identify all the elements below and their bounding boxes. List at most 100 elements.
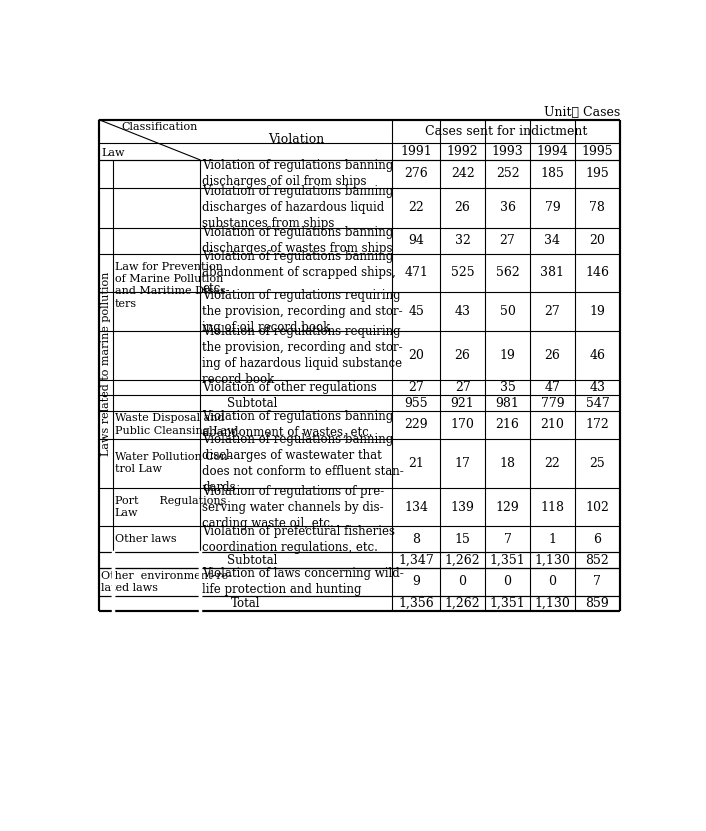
Text: 134: 134 — [404, 500, 428, 514]
Text: 859: 859 — [585, 597, 609, 610]
Text: 955: 955 — [405, 396, 428, 410]
Text: 562: 562 — [496, 267, 520, 279]
Text: Port      Regulations
Law: Port Regulations Law — [114, 496, 226, 519]
Text: 1992: 1992 — [447, 145, 479, 158]
Text: Waste Disposal and
Public Cleansing Law: Waste Disposal and Public Cleansing Law — [114, 414, 237, 436]
Text: Violation of other regulations: Violation of other regulations — [202, 381, 377, 394]
Text: Violation of laws concerning wild-
life protection and hunting: Violation of laws concerning wild- life … — [202, 568, 404, 596]
Text: 1,262: 1,262 — [445, 597, 480, 610]
Text: Other laws: Other laws — [114, 534, 176, 544]
Text: 47: 47 — [544, 381, 561, 394]
Text: 15: 15 — [455, 533, 470, 546]
Text: 1,262: 1,262 — [445, 553, 480, 567]
Text: 94: 94 — [408, 234, 424, 247]
Text: 547: 547 — [585, 396, 609, 410]
Text: 1994: 1994 — [537, 145, 568, 158]
Text: 210: 210 — [541, 418, 564, 431]
Text: 170: 170 — [450, 418, 474, 431]
Text: 45: 45 — [408, 305, 424, 318]
Text: 1,356: 1,356 — [398, 597, 434, 610]
Text: 1,347: 1,347 — [398, 553, 434, 567]
Text: Total: Total — [231, 597, 261, 610]
Text: Violation of prefectural fisheries
coordination regulations, etc.: Violation of prefectural fisheries coord… — [202, 525, 395, 554]
Text: 0: 0 — [503, 575, 512, 588]
Text: 26: 26 — [455, 349, 470, 361]
Text: 78: 78 — [590, 201, 605, 214]
Text: 7: 7 — [594, 575, 602, 588]
Text: 525: 525 — [450, 267, 474, 279]
Text: Laws related to marine pollution: Laws related to marine pollution — [101, 272, 111, 456]
Text: 43: 43 — [590, 381, 606, 394]
Text: 229: 229 — [405, 418, 428, 431]
Text: 43: 43 — [455, 305, 471, 318]
Text: 1,351: 1,351 — [490, 597, 525, 610]
Text: 185: 185 — [541, 167, 564, 180]
Text: 1993: 1993 — [491, 145, 523, 158]
Text: 852: 852 — [585, 553, 609, 567]
Text: 22: 22 — [408, 201, 424, 214]
Text: 17: 17 — [455, 457, 470, 470]
Text: 8: 8 — [412, 533, 420, 546]
Text: 1991: 1991 — [400, 145, 432, 158]
Text: 27: 27 — [408, 381, 424, 394]
Text: Violation of regulations banning
discharges of wastewater that
does not conform : Violation of regulations banning dischar… — [202, 433, 404, 494]
Text: Violation: Violation — [268, 133, 324, 146]
Text: Subtotal: Subtotal — [227, 553, 277, 567]
Text: 46: 46 — [590, 349, 606, 361]
Text: 172: 172 — [585, 418, 609, 431]
Text: 779: 779 — [541, 396, 564, 410]
Text: 0: 0 — [549, 575, 556, 588]
Text: 118: 118 — [541, 500, 565, 514]
Text: 195: 195 — [585, 167, 609, 180]
Text: 19: 19 — [590, 305, 605, 318]
Text: Water Pollution Con-
trol Law: Water Pollution Con- trol Law — [114, 452, 231, 475]
Text: 276: 276 — [405, 167, 428, 180]
Text: 20: 20 — [590, 234, 605, 247]
Text: 35: 35 — [500, 381, 515, 394]
Text: 146: 146 — [585, 267, 609, 279]
Text: 34: 34 — [544, 234, 561, 247]
Text: 20: 20 — [408, 349, 424, 361]
Text: 471: 471 — [404, 267, 428, 279]
Text: 6: 6 — [594, 533, 602, 546]
Text: 9: 9 — [412, 575, 420, 588]
Text: Law: Law — [102, 148, 125, 158]
Text: Violation of regulations requiring
the provision, recording and stor-
ing of haz: Violation of regulations requiring the p… — [202, 325, 403, 386]
Text: Law for Prevention
of Marine Pollution
and Maritime Disas-
ters: Law for Prevention of Marine Pollution a… — [114, 262, 229, 309]
Text: Violation of regulations banning
discharges of wastes from ships: Violation of regulations banning dischar… — [202, 226, 393, 255]
Text: 36: 36 — [500, 201, 515, 214]
Text: 50: 50 — [500, 305, 515, 318]
Text: 129: 129 — [496, 500, 520, 514]
Text: 921: 921 — [450, 396, 474, 410]
Text: 27: 27 — [544, 305, 561, 318]
Text: Violation of regulations requiring
the provision, recording and stor-
ing of oil: Violation of regulations requiring the p… — [202, 289, 403, 334]
Text: 1,130: 1,130 — [534, 553, 570, 567]
Text: 25: 25 — [590, 457, 605, 470]
Text: Other  environment-re-
lated laws: Other environment-re- lated laws — [102, 571, 232, 593]
Text: Violation of regulations banning
discharges of hazardous liquid
substances from : Violation of regulations banning dischar… — [202, 185, 393, 230]
Text: Cases sent for indictment: Cases sent for indictment — [425, 125, 587, 138]
Text: 102: 102 — [585, 500, 609, 514]
Text: 19: 19 — [500, 349, 515, 361]
Text: 981: 981 — [496, 396, 520, 410]
Text: 32: 32 — [455, 234, 470, 247]
Text: 27: 27 — [455, 381, 470, 394]
Text: 79: 79 — [544, 201, 561, 214]
Text: Violation of regulations banning
abandonment of wastes, etc.: Violation of regulations banning abandon… — [202, 411, 393, 439]
Text: 7: 7 — [503, 533, 511, 546]
Text: 22: 22 — [544, 457, 561, 470]
Text: 26: 26 — [544, 349, 561, 361]
Text: Classification: Classification — [121, 122, 198, 132]
Text: Subtotal: Subtotal — [227, 396, 277, 410]
Text: Violation of regulations banning
abandonment of scrapped ships,
etc.: Violation of regulations banning abandon… — [202, 250, 396, 296]
Text: 1,351: 1,351 — [490, 553, 525, 567]
Text: 216: 216 — [496, 418, 520, 431]
Text: 242: 242 — [450, 167, 474, 180]
Text: 21: 21 — [408, 457, 424, 470]
Text: 26: 26 — [455, 201, 470, 214]
Text: 27: 27 — [500, 234, 515, 247]
Text: Unit： Cases: Unit： Cases — [544, 106, 620, 119]
Text: Violation of regulations banning
discharges of oil from ships: Violation of regulations banning dischar… — [202, 160, 393, 188]
Text: 0: 0 — [459, 575, 467, 588]
Text: 381: 381 — [541, 267, 565, 279]
